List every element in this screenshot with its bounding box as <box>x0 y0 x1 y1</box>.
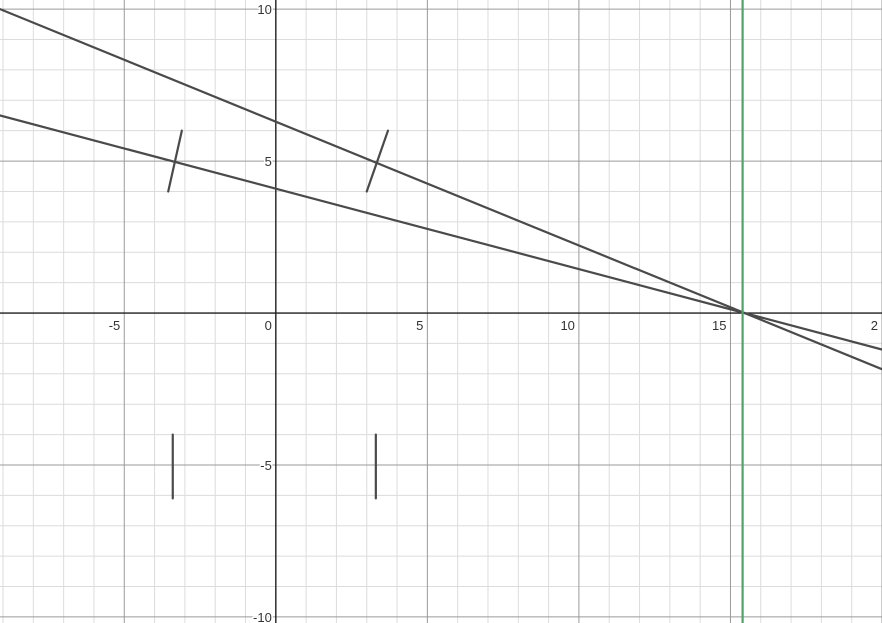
tick-mark-upper-right[interactable] <box>365 129 390 193</box>
y-tick-label: -5 <box>260 458 272 473</box>
y-tick-label: 5 <box>265 154 272 169</box>
marks-layer <box>167 129 390 500</box>
tick-labels: -5 0 5 10 15 2 10 5 -5 -10 <box>107 1 879 623</box>
y-tick-label: -10 <box>253 610 272 623</box>
x-tick-label: -5 <box>109 318 121 333</box>
y-tick-label: 10 <box>257 2 271 17</box>
x-tick-label: 2 <box>871 318 878 333</box>
line-steep[interactable] <box>0 8 882 371</box>
x-tick-label: 15 <box>712 318 726 333</box>
x-tick-label: 10 <box>560 318 574 333</box>
x-tick-label: 5 <box>416 318 423 333</box>
x-tick-label: 0 <box>265 318 272 333</box>
line-shallow[interactable] <box>0 114 882 351</box>
tick-mark-upper-left[interactable] <box>167 129 183 193</box>
